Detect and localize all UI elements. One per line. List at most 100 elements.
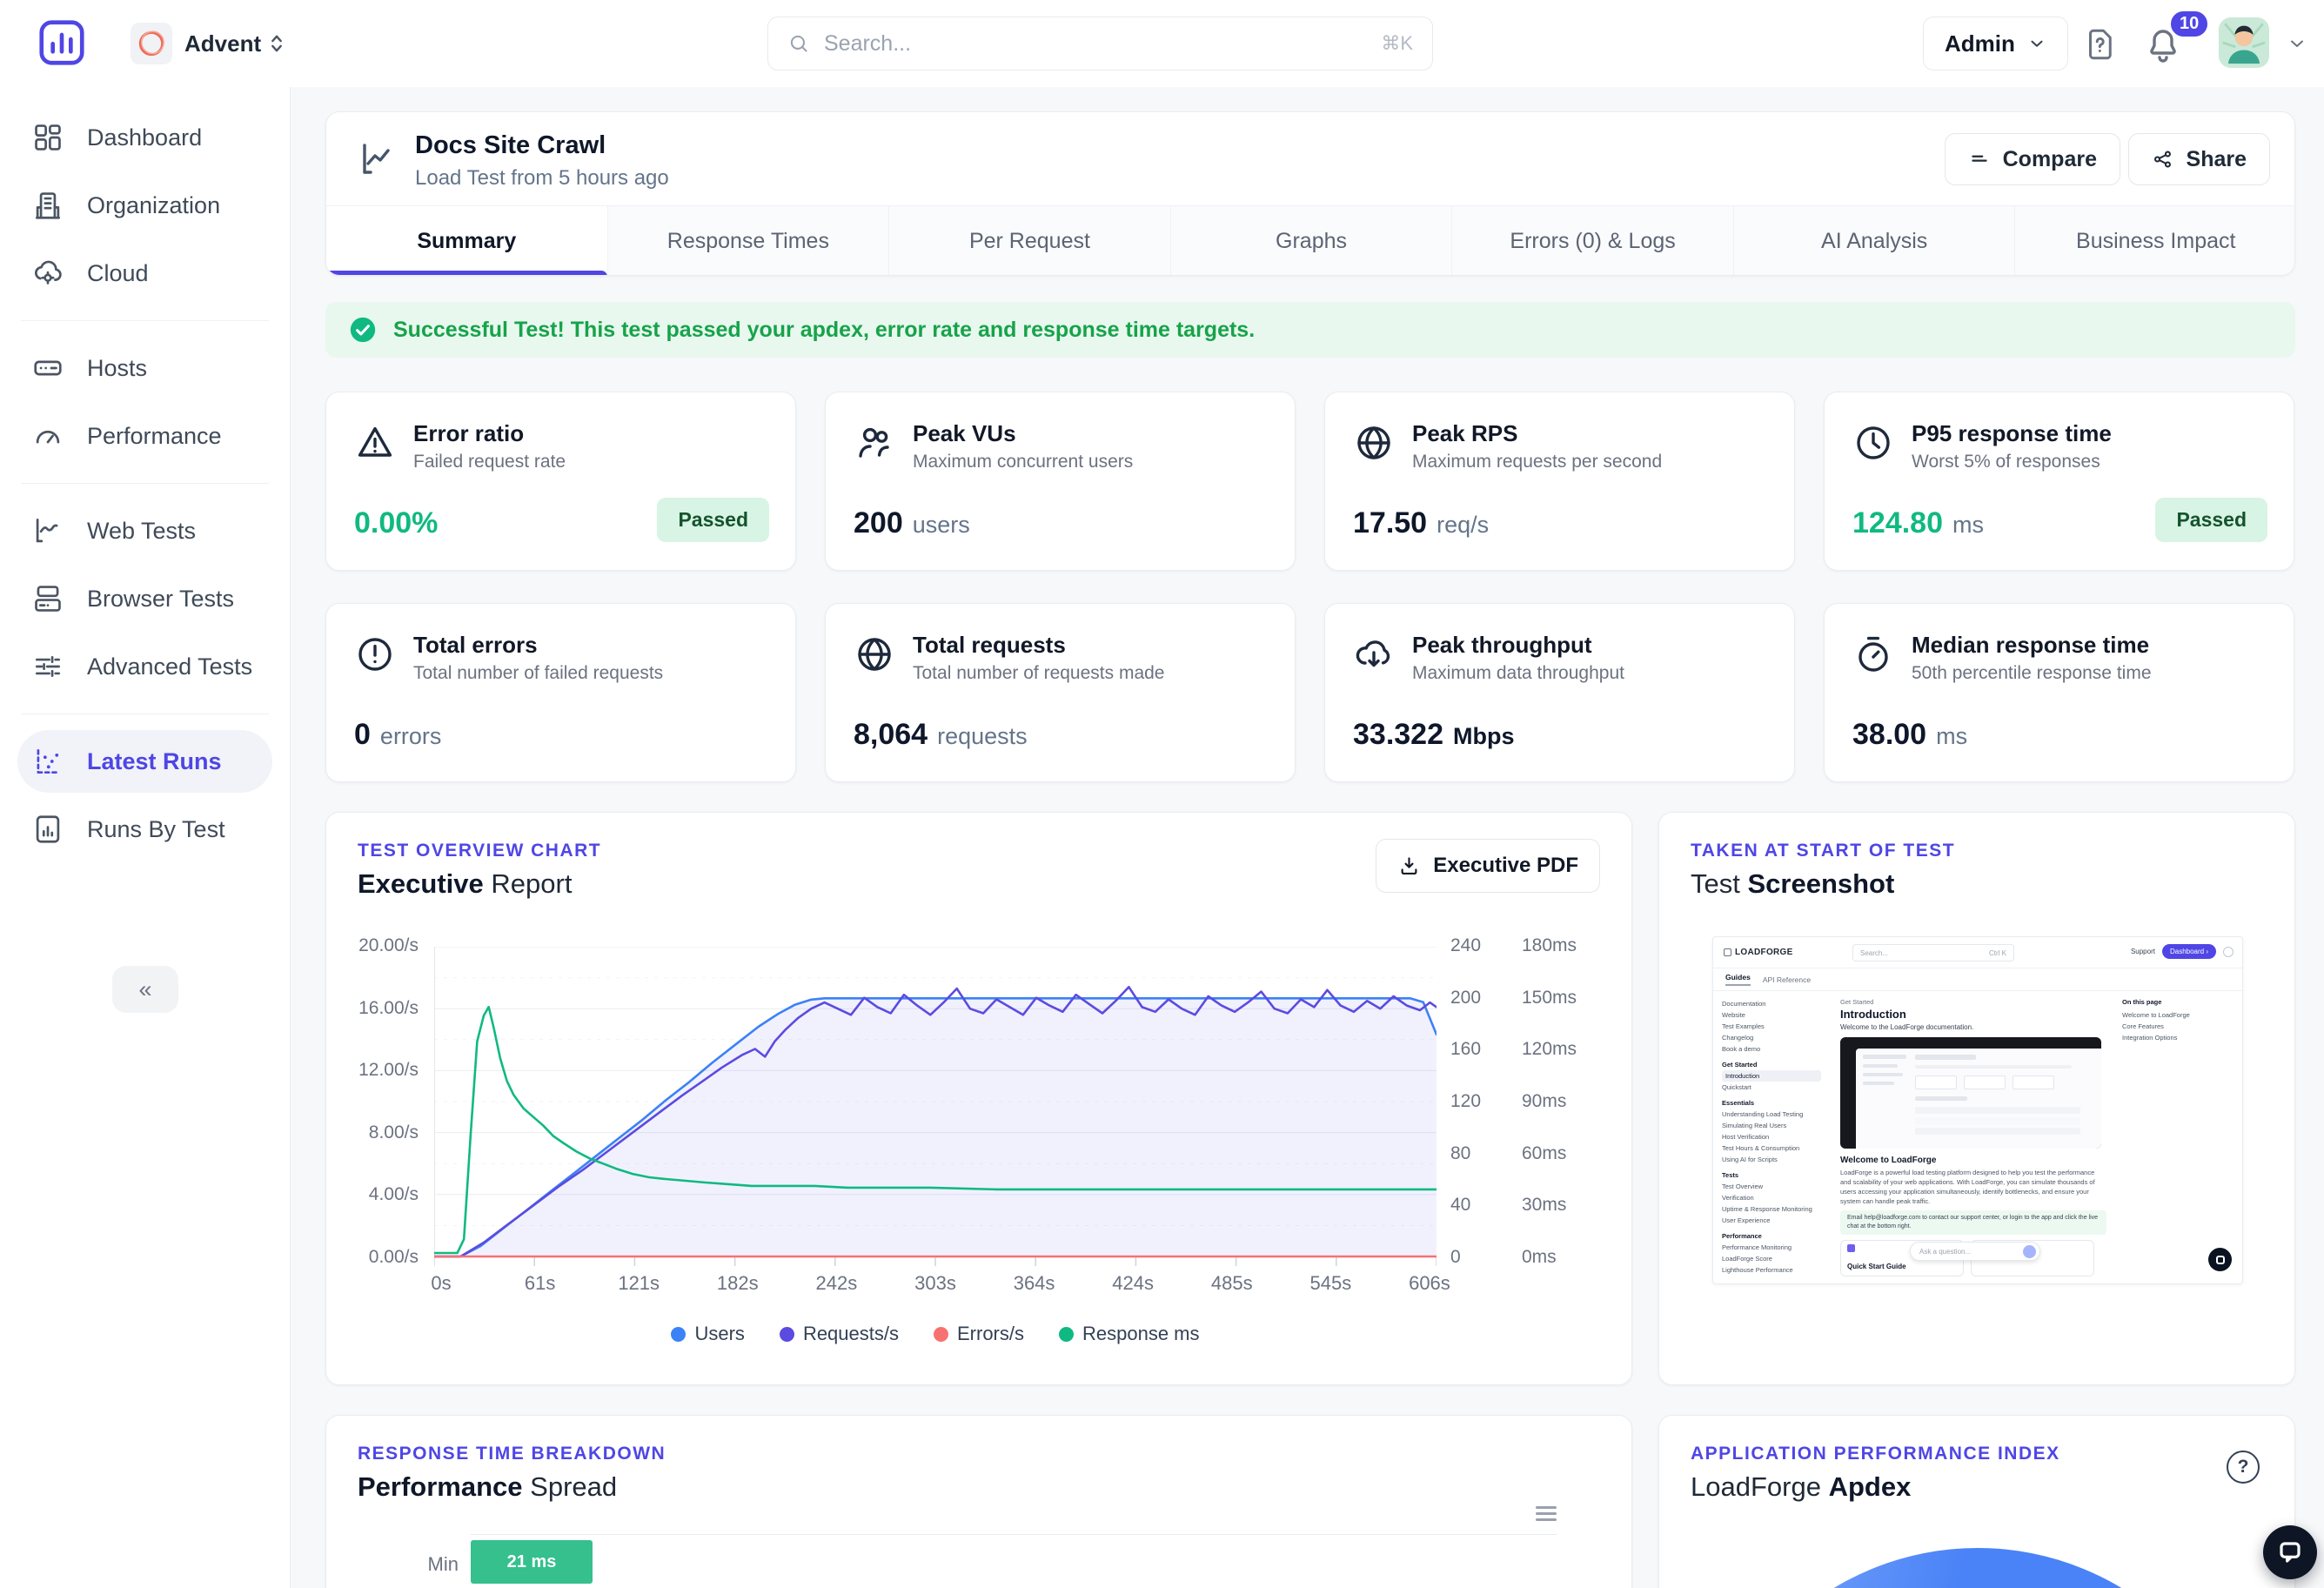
tab-graphs[interactable]: Graphs bbox=[1169, 206, 1452, 275]
thumb-on-this-page: On this page Welcome to LoadForge Core Fe… bbox=[2117, 991, 2214, 1283]
right-axis-users-tick-label: 120 bbox=[1450, 1090, 1482, 1111]
tab-summary[interactable]: Summary bbox=[326, 206, 607, 275]
globe-icon bbox=[858, 638, 891, 671]
y-axis-tick-label: 20.00/s bbox=[358, 935, 419, 955]
x-axis-tick-label: 0s bbox=[431, 1272, 452, 1294]
legend-item-requests-s[interactable]: Requests/s bbox=[779, 1323, 899, 1345]
thumb-sidebar-nav: Documentation Website Test Examples Changel… bbox=[1713, 991, 1830, 1283]
test-overview-chart-panel: TEST OVERVIEW CHART Executive Report Exe… bbox=[325, 812, 1632, 1385]
sidebar-item-advanced-tests[interactable]: Advanced Tests bbox=[0, 635, 290, 698]
sidebar-item-dashboard[interactable]: Dashboard bbox=[0, 106, 290, 169]
tab-response-times[interactable]: Response Times bbox=[606, 206, 889, 275]
legend-item-errors-s[interactable]: Errors/s bbox=[934, 1323, 1024, 1345]
live-chat-button[interactable] bbox=[2263, 1525, 2317, 1579]
organization-icon bbox=[35, 192, 61, 219]
thumb-ask-input: Ask a question... bbox=[1910, 1242, 2040, 1261]
apdex-kicker: APPLICATION PERFORMANCE INDEX bbox=[1691, 1444, 2060, 1464]
apdex-help-icon[interactable]: ? bbox=[2227, 1451, 2260, 1484]
chart-right-axis-ms-labels: 180ms 150ms 120ms 90ms 60ms 30ms 0ms bbox=[1522, 935, 1577, 1268]
breakdown-bar[interactable]: 21 ms bbox=[471, 1540, 593, 1584]
tab-label: Business Impact bbox=[2076, 229, 2236, 253]
thumb-intro-text: Welcome to the LoadForge documentation. bbox=[1840, 1023, 1974, 1031]
browser-tests-icon bbox=[35, 586, 61, 612]
sidebar-item-browser-tests[interactable]: Browser Tests bbox=[0, 567, 290, 630]
check-circle-icon bbox=[350, 317, 376, 343]
sidebar-item-hosts[interactable]: Hosts bbox=[0, 337, 290, 399]
legend-item-users[interactable]: Users bbox=[671, 1323, 745, 1345]
thumb-ask-send-icon bbox=[2023, 1244, 2036, 1258]
thumb-support-link: Support bbox=[2130, 948, 2155, 955]
sidebar-divider bbox=[21, 483, 269, 484]
search-input[interactable]: Search... ⌘K bbox=[767, 17, 1433, 70]
app-logo-icon[interactable] bbox=[35, 16, 89, 70]
thumb-tabs: Guides API Reference bbox=[1713, 968, 2242, 991]
legend-item-response-ms[interactable]: Response ms bbox=[1059, 1323, 1200, 1345]
sidebar-item-cloud[interactable]: Cloud bbox=[0, 242, 290, 305]
legend-label: Errors/s bbox=[957, 1323, 1024, 1344]
right-axis-ms-tick-label: 0ms bbox=[1522, 1246, 1557, 1267]
y-axis-tick-label: 8.00/s bbox=[368, 1122, 419, 1142]
stat-title: Error ratio bbox=[413, 420, 525, 446]
screenshot-thumbnail[interactable]: LOADFORGE Search... Ctrl K Support Dashbo… bbox=[1712, 936, 2243, 1284]
x-axis-tick-label: 61s bbox=[524, 1272, 556, 1294]
right-axis-ms-tick-label: 150ms bbox=[1522, 987, 1577, 1008]
chart-right-axis-users-labels: 240 200 160 120 80 40 0 bbox=[1450, 935, 1481, 1268]
stat-title: Total requests bbox=[913, 632, 1066, 658]
web-tests-icon bbox=[36, 518, 58, 543]
thumb-nav-item: LoadForge Score bbox=[1722, 1255, 1772, 1263]
workspace-name[interactable]: Advent bbox=[184, 30, 262, 57]
stat-title: Peak RPS bbox=[1412, 420, 1518, 446]
workspace-logo[interactable] bbox=[131, 23, 172, 64]
tab-ai-analysis[interactable]: AI Analysis bbox=[1732, 206, 2015, 275]
thumb-tab-guides: Guides bbox=[1725, 973, 1751, 986]
user-menu-chevron-icon[interactable] bbox=[2287, 33, 2307, 54]
chart-menu-icon[interactable] bbox=[1536, 1506, 1557, 1524]
tab-per-request[interactable]: Per Request bbox=[888, 206, 1170, 275]
sidebar-item-runs-by-test[interactable]: Runs By Test bbox=[0, 798, 290, 861]
sidebar-item-latest-runs[interactable]: Latest Runs bbox=[17, 730, 272, 793]
tab-errors-0-logs[interactable]: Errors (0) & Logs bbox=[1451, 206, 1733, 275]
thumb-theme-toggle-icon bbox=[2223, 946, 2234, 957]
tab-bar: Summary Response Times Per Request Graphs Er… bbox=[326, 205, 2294, 275]
sidebar-item-performance[interactable]: Performance bbox=[0, 405, 290, 467]
stat-value: 0.00% bbox=[354, 506, 439, 539]
tab-business-impact[interactable]: Business Impact bbox=[2014, 206, 2294, 275]
stat-value: 8,064 bbox=[854, 718, 928, 751]
sidebar-item-web-tests[interactable]: Web Tests bbox=[0, 499, 290, 562]
stat-unit: req/s bbox=[1437, 512, 1490, 538]
users-duo-icon bbox=[854, 422, 895, 464]
users-duo-icon bbox=[859, 427, 889, 458]
executive-pdf-label: Executive PDF bbox=[1433, 854, 1578, 877]
sidebar-item-organization[interactable]: Organization bbox=[0, 174, 290, 237]
stat-card-peak-throughput: Peak throughput Maximum data throughput 33… bbox=[1324, 603, 1795, 782]
sidebar-collapse-button[interactable]: « bbox=[112, 966, 178, 1013]
thumb-breadcrumb: Get Started bbox=[1840, 998, 1874, 1006]
cloud-download-icon bbox=[1356, 640, 1390, 667]
notifications-bell-icon[interactable] bbox=[2142, 24, 2184, 66]
share-button[interactable]: Share bbox=[2127, 133, 2270, 185]
legend-dot bbox=[779, 1326, 794, 1342]
stat-unit: ms bbox=[1952, 512, 1984, 538]
stat-subtitle: Total number of requests made bbox=[913, 663, 1165, 683]
compare-label: Compare bbox=[2002, 146, 2097, 171]
thumb-logo-icon bbox=[1724, 948, 1731, 956]
breakdown-row-min: Min 21 ms bbox=[358, 1534, 1557, 1584]
avatar[interactable] bbox=[2219, 17, 2269, 68]
thumb-nav-item: Performance Monitoring bbox=[1722, 1243, 1792, 1251]
tab-label: Per Request bbox=[968, 229, 1090, 253]
sidebar-item-label: Cloud bbox=[87, 259, 149, 286]
breakdown-row-label: Min bbox=[427, 1553, 459, 1575]
workspace-switcher-icon[interactable] bbox=[265, 31, 289, 56]
help-docs-icon[interactable] bbox=[2081, 26, 2118, 63]
compare-button[interactable]: Compare bbox=[1944, 133, 2120, 185]
alert-circle-icon bbox=[358, 638, 392, 671]
stat-subtitle: Maximum data throughput bbox=[1412, 663, 1624, 683]
thumb-page-title: Introduction bbox=[1840, 1008, 1906, 1021]
overview-chart-plot[interactable] bbox=[432, 946, 1438, 1273]
timer-icon bbox=[1852, 633, 1894, 675]
thumb-nav-item: Changelog bbox=[1722, 1034, 1754, 1042]
admin-menu-button[interactable]: Admin bbox=[1923, 17, 2068, 70]
executive-pdf-button[interactable]: Executive PDF bbox=[1376, 839, 1600, 893]
thumb-on-page-item: Core Features bbox=[2122, 1022, 2164, 1030]
share-icon bbox=[2153, 151, 2171, 168]
